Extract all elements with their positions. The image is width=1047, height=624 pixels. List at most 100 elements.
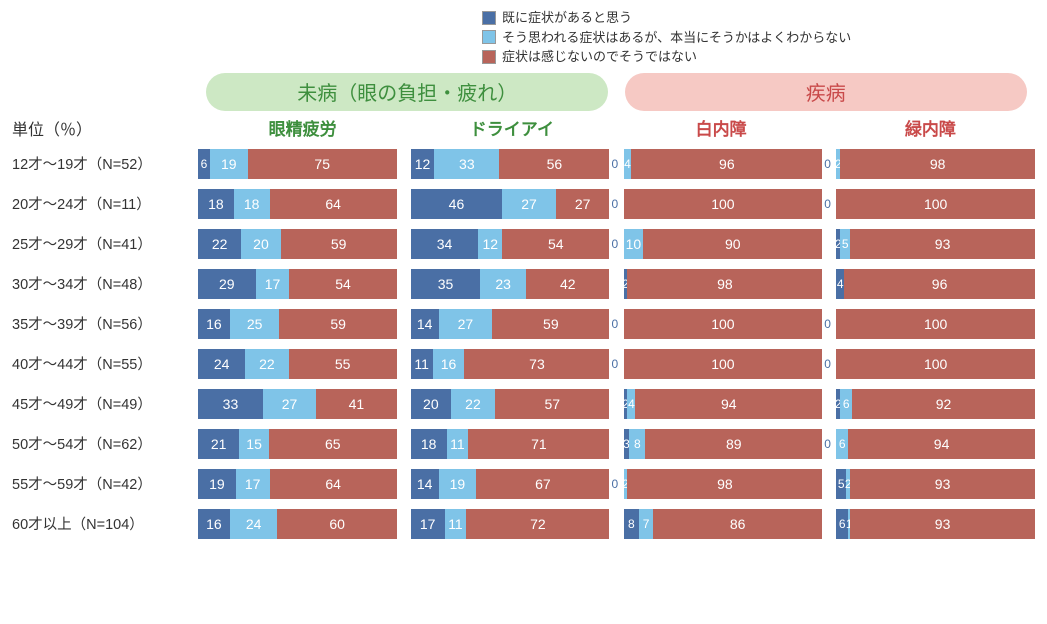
data-row: 25才～29才（N=41）222059341254010902593	[12, 224, 1035, 264]
bar-segment: 11	[411, 349, 433, 379]
stacked-bar: 2494	[624, 389, 823, 419]
bar-segment: 4	[627, 389, 635, 419]
bar-segment: 17	[411, 509, 445, 539]
bar-segment: 93	[850, 229, 1035, 259]
bar-segment: 5	[840, 229, 850, 259]
stacked-bar: 162460	[198, 509, 397, 539]
bar-segment: 19	[439, 469, 477, 499]
row-label: 20才～24才（N=11）	[12, 193, 198, 214]
bar-segment: 15	[239, 429, 269, 459]
bar-segment: 6	[836, 429, 848, 459]
data-row: 60才以上（N=104）16246017117287866193	[12, 504, 1035, 544]
sub-title: 白内障	[617, 115, 826, 144]
bar-segment: 94	[635, 389, 822, 419]
stacked-bar: 162559	[198, 309, 397, 339]
bar-segment: 16	[433, 349, 465, 379]
stacked-bar: 01090	[624, 229, 823, 259]
bar-segment: 72	[466, 509, 609, 539]
bar-segment: 54	[502, 229, 609, 259]
bar-segment: 59	[279, 309, 396, 339]
stacked-bar: 332741	[198, 389, 397, 419]
bar-segment: 55	[289, 349, 397, 379]
stacked-bar: 61975	[198, 149, 397, 179]
bar-segment: 27	[263, 389, 316, 419]
legend-item: 既に症状があると思う	[482, 8, 1035, 28]
stacked-bar: 0694	[836, 429, 1035, 459]
bar-segment: 98	[627, 269, 822, 299]
bar-segment: 6	[198, 149, 210, 179]
bar-segment: 71	[468, 429, 609, 459]
bar-segment: 96	[631, 149, 822, 179]
stacked-bar: 181171	[411, 429, 610, 459]
legend-swatch	[482, 30, 496, 44]
bar-segment: 27	[502, 189, 556, 219]
group-column: 未病（眼の負担・疲れ）眼精疲労ドライアイ	[198, 73, 617, 144]
bar-segment: 57	[495, 389, 609, 419]
stacked-bar: 211565	[198, 429, 397, 459]
stacked-bar: 2098	[624, 269, 823, 299]
bar-segment: 93	[850, 509, 1035, 539]
chart-rows: 12才～19才（N=52）619751233560496029820才～24才（…	[12, 144, 1035, 544]
bar-segment: 41	[316, 389, 397, 419]
bar-segment: 75	[248, 149, 397, 179]
stacked-bar: 352342	[411, 269, 610, 299]
bar-segment: 24	[230, 509, 278, 539]
legend-item: そう思われる症状はあるが、本当にそうかはよくわからない	[482, 28, 1035, 48]
bar-segment: 54	[289, 269, 396, 299]
bar-segment: 16	[198, 509, 230, 539]
bar-segment: 12	[411, 149, 435, 179]
bar-segment: 60	[277, 509, 396, 539]
bar-segment: 11	[447, 429, 469, 459]
bar-segment: 100	[836, 309, 1035, 339]
sub-title: 緑内障	[826, 115, 1035, 144]
row-label: 50才～54才（N=62）	[12, 433, 198, 454]
bar-segment: 46	[411, 189, 502, 219]
bar-segment: 8	[629, 429, 645, 459]
stacked-bar: 0298	[624, 469, 823, 499]
bar-segment: 67	[476, 469, 609, 499]
bar-segment: 59	[492, 309, 609, 339]
bar-segment: 8	[624, 509, 640, 539]
bar-segment: 19	[210, 149, 248, 179]
bar-segment: 22	[451, 389, 495, 419]
stacked-bar: 00100	[624, 189, 823, 219]
data-row: 45才～49才（N=49）33274120225724942692	[12, 384, 1035, 424]
bar-segment: 4	[624, 149, 632, 179]
bar-segment: 100	[836, 349, 1035, 379]
stacked-bar: 142759	[411, 309, 610, 339]
bar-segment: 100	[836, 189, 1035, 219]
bar-segment: 17	[236, 469, 270, 499]
row-label: 12才～19才（N=52）	[12, 153, 198, 174]
data-row: 12才～19才（N=52）6197512335604960298	[12, 144, 1035, 184]
stacked-bar: 4096	[836, 269, 1035, 299]
sub-title: ドライアイ	[407, 115, 616, 144]
bar-segment: 10	[624, 229, 644, 259]
row-label: 25才～29才（N=41）	[12, 233, 198, 254]
stacked-bar: 0298	[836, 149, 1035, 179]
bar-segment: 59	[281, 229, 397, 259]
legend-label: 症状は感じないのでそうではない	[502, 47, 697, 67]
data-row: 40才～44才（N=55）2422551116730010000100	[12, 344, 1035, 384]
legend: 既に症状があると思うそう思われる症状はあるが、本当にそうかはよくわからない症状は…	[482, 8, 1035, 67]
stacked-bar: 171172	[411, 509, 610, 539]
bar-segment: 11	[445, 509, 467, 539]
bar-segment: 34	[411, 229, 479, 259]
data-row: 55才～59才（N=42）19176414196702985293	[12, 464, 1035, 504]
bar-segment: 89	[645, 429, 822, 459]
bar-segment: 100	[624, 349, 823, 379]
group-title: 疾病	[625, 73, 1027, 111]
bar-segment: 98	[627, 469, 822, 499]
stacked-bar: 00100	[836, 189, 1035, 219]
stacked-bar: 2692	[836, 389, 1035, 419]
bar-segment: 24	[198, 349, 245, 379]
stacked-bar: 191764	[198, 469, 397, 499]
bar-segment: 12	[478, 229, 502, 259]
bar-segment: 86	[653, 509, 822, 539]
row-label: 45才～49才（N=49）	[12, 393, 198, 414]
bar-segment: 64	[270, 469, 397, 499]
bar-segment: 18	[198, 189, 234, 219]
stacked-bar: 141967	[411, 469, 610, 499]
data-row: 20才～24才（N=11）1818644627270010000100	[12, 184, 1035, 224]
row-label: 60才以上（N=104）	[12, 513, 198, 534]
stacked-bar: 242255	[198, 349, 397, 379]
